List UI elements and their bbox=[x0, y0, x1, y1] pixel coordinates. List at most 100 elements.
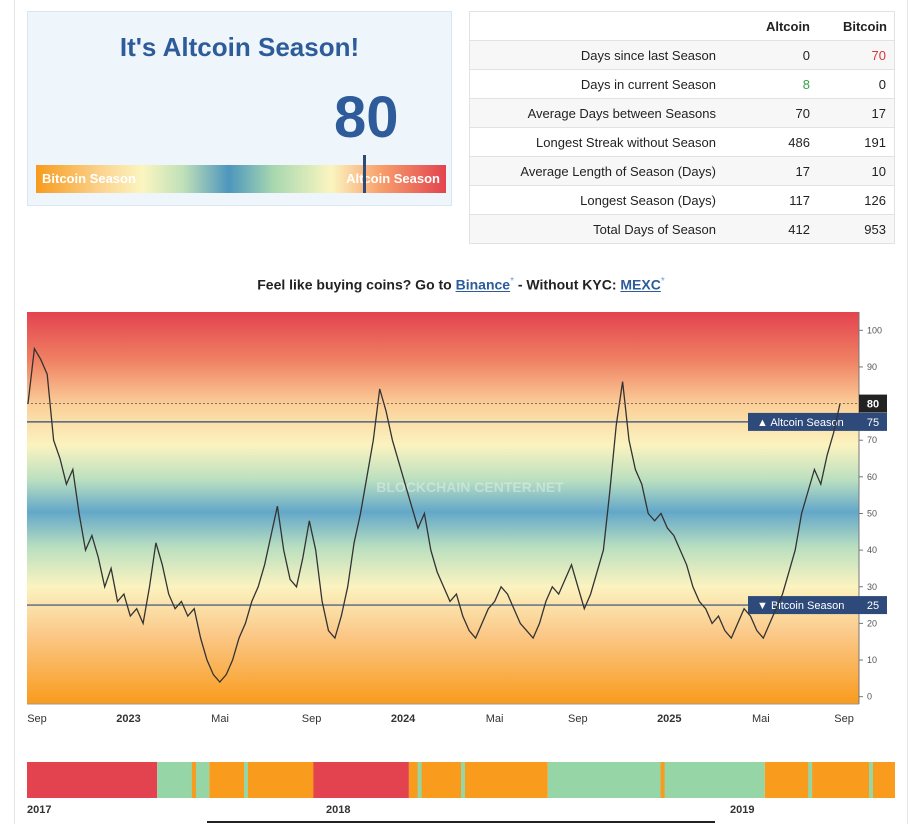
table-row: Days since last Season 0 70 bbox=[469, 40, 895, 70]
threshold-value: 25 bbox=[867, 600, 879, 612]
altcoin-value: 486 bbox=[742, 127, 818, 157]
x-tick-label: Sep bbox=[27, 713, 47, 725]
x-tick-label: Sep bbox=[302, 713, 322, 725]
table-row: Longest Streak without Season 486 191 bbox=[469, 127, 895, 157]
chart-background bbox=[27, 312, 859, 704]
history-stripe bbox=[244, 762, 248, 798]
table-row: Longest Season (Days) 117 126 bbox=[469, 185, 895, 215]
binance-star: * bbox=[510, 276, 514, 287]
altcoin-season-label: Altcoin Season bbox=[346, 171, 440, 186]
y-tick-label: 50 bbox=[867, 508, 877, 518]
mexc-star: * bbox=[660, 276, 665, 287]
threshold-label-box bbox=[748, 412, 859, 431]
history-segment bbox=[764, 762, 895, 798]
x-axis: Sep 2023 Mai Sep 2024 Mai Sep 2025 Mai Sep bbox=[27, 703, 859, 725]
row-label: Days in current Season bbox=[469, 69, 742, 99]
history-label-2018: 2018 bbox=[326, 804, 351, 816]
bitcoin-value: 126 bbox=[818, 185, 895, 215]
y-tick-label: 30 bbox=[867, 582, 877, 592]
row-label: Average Days between Seasons bbox=[469, 98, 742, 128]
binance-link[interactable]: Binance bbox=[455, 276, 511, 293]
y-tick-label: 70 bbox=[867, 435, 877, 445]
altcoin-value: 412 bbox=[742, 214, 818, 244]
season-index-chart: BLOCKCHAIN CENTER.NET 0 10 20 30 40 50 60 70 80 9… bbox=[27, 312, 887, 725]
history-segment bbox=[313, 762, 409, 798]
gauge-marker bbox=[363, 155, 366, 193]
x-tick-label: Mai bbox=[486, 713, 504, 725]
row-label: Longest Season (Days) bbox=[469, 185, 742, 215]
current-value-label: 80 bbox=[867, 399, 879, 411]
right-frame-line bbox=[907, 0, 908, 824]
season-stats-table: Altcoin Bitcoin Days since last Season 0… bbox=[469, 11, 895, 244]
history-segment bbox=[547, 762, 765, 798]
season-index-value: 80 bbox=[334, 85, 399, 150]
bitcoin-value: 17 bbox=[818, 98, 895, 128]
y-tick-label: 90 bbox=[867, 362, 877, 372]
history-stripe bbox=[270, 762, 274, 798]
history-stripe bbox=[461, 762, 465, 798]
y-tick-label: 100 bbox=[867, 325, 882, 335]
history-segment bbox=[27, 762, 158, 798]
history-segment bbox=[408, 762, 548, 798]
bitcoin-value: 191 bbox=[818, 127, 895, 157]
threshold-lines: ▲ Altcoin Season 75 ▼ Bitcoin Season 25 bbox=[27, 412, 887, 615]
threshold-value: 75 bbox=[867, 417, 879, 429]
y-tick-label: 40 bbox=[867, 545, 877, 555]
bitcoin-value: 953 bbox=[818, 214, 895, 244]
bitcoin-value: 0 bbox=[818, 69, 895, 99]
stats-header-blank bbox=[469, 11, 742, 41]
promo-middle: - Without KYC: bbox=[513, 276, 621, 293]
altcoin-value: 70 bbox=[742, 98, 818, 128]
altcoin-value: 8 bbox=[742, 69, 818, 99]
stats-header-altcoin: Altcoin bbox=[742, 11, 818, 41]
left-frame-line bbox=[14, 0, 15, 824]
table-row: Average Length of Season (Days) 17 10 bbox=[469, 156, 895, 186]
current-value-box bbox=[859, 394, 887, 413]
altcoin-value: 17 bbox=[742, 156, 818, 186]
x-tick-label: 2023 bbox=[116, 713, 140, 725]
table-row: Average Days between Seasons 70 17 bbox=[469, 98, 895, 128]
x-tick-label: 2024 bbox=[391, 713, 416, 725]
table-row: Total Days of Season 412 953 bbox=[469, 214, 895, 244]
history-stripe bbox=[869, 762, 873, 798]
history-stripe bbox=[170, 762, 175, 798]
altcoin-value: 0 bbox=[742, 40, 818, 70]
x-tick-label: Sep bbox=[568, 713, 588, 725]
threshold-label: ▼ Bitcoin Season bbox=[757, 600, 844, 612]
season-title: It's Altcoin Season! bbox=[119, 32, 360, 62]
current-value-marker: 80 bbox=[27, 394, 887, 413]
history-segment bbox=[209, 762, 314, 798]
season-history-bar bbox=[27, 762, 895, 798]
threshold-value-box bbox=[859, 596, 887, 615]
row-label: Average Length of Season (Days) bbox=[469, 156, 742, 186]
season-index-line bbox=[27, 346, 841, 683]
y-tick-label: 20 bbox=[867, 618, 877, 628]
chart-watermark: BLOCKCHAIN CENTER.NET bbox=[376, 479, 564, 495]
history-stripe bbox=[834, 762, 839, 798]
y-tick-label: 60 bbox=[867, 472, 877, 482]
threshold-label: ▲ Altcoin Season bbox=[757, 417, 844, 429]
stats-header-bitcoin: Bitcoin bbox=[818, 11, 895, 41]
history-stripe bbox=[417, 762, 422, 798]
history-stripe bbox=[634, 762, 639, 798]
altcoin-value: 117 bbox=[742, 185, 818, 215]
x-tick-label: Sep bbox=[834, 713, 854, 725]
history-stripe bbox=[443, 762, 448, 798]
history-stripe bbox=[478, 762, 483, 798]
mexc-link[interactable]: MEXC bbox=[620, 276, 661, 293]
history-stripe bbox=[808, 762, 813, 798]
row-label: Longest Streak without Season bbox=[469, 127, 742, 157]
history-label-2017: 2017 bbox=[27, 804, 52, 816]
history-stripe bbox=[660, 762, 665, 798]
bottom-rule bbox=[207, 821, 715, 823]
threshold-value-box bbox=[859, 412, 887, 431]
x-tick-label: Mai bbox=[211, 713, 229, 725]
history-label-2019: 2019 bbox=[730, 804, 755, 816]
promo-prefix: Feel like buying coins? Go to bbox=[257, 276, 456, 293]
row-label: Days since last Season bbox=[469, 40, 742, 70]
season-gauge-panel: It's Altcoin Season! 80 Bitcoin Season A… bbox=[27, 11, 452, 206]
promo-line: Feel like buying coins? Go to Binance* -… bbox=[0, 276, 922, 293]
season-gradient-bar: Bitcoin Season Altcoin Season bbox=[36, 165, 446, 193]
bitcoin-value: 10 bbox=[818, 156, 895, 186]
row-label: Total Days of Season bbox=[469, 214, 742, 244]
